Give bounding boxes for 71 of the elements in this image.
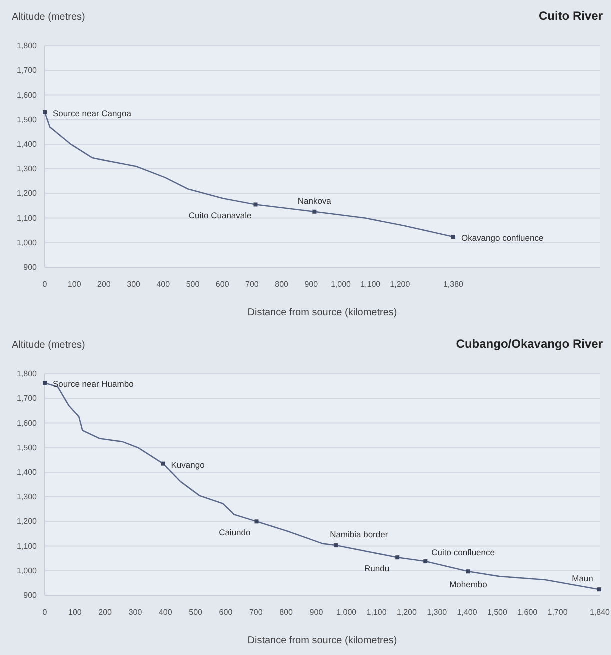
x-tick-label: 300 bbox=[127, 280, 142, 290]
x-tick-label: 200 bbox=[98, 280, 112, 290]
chart-title: Cuito River bbox=[538, 9, 604, 23]
y-tick-label: 1,100 bbox=[16, 541, 38, 550]
annotation: Rundu bbox=[364, 563, 390, 574]
y-axis-title: Altitude (metres) bbox=[12, 12, 86, 23]
annotation: Kuvango bbox=[171, 459, 206, 470]
y-tick-label: 900 bbox=[24, 263, 38, 272]
x-tick-label: 300 bbox=[128, 608, 143, 617]
annotation: Source near Cangoa bbox=[53, 108, 132, 118]
annotation: Okavango confluence bbox=[461, 232, 544, 243]
y-tick-label: 1,500 bbox=[16, 442, 38, 452]
x-tick-label: 200 bbox=[98, 608, 113, 617]
x-tick-label: 1,100 bbox=[360, 280, 382, 290]
x-tick-label: 1,300 bbox=[427, 608, 448, 617]
x-tick-label: 1,840 bbox=[590, 608, 611, 617]
y-tick-label: 1,600 bbox=[16, 418, 38, 428]
x-tick-label: 600 bbox=[216, 280, 230, 290]
x-tick-label: 100 bbox=[68, 280, 82, 290]
y-tick-label: 1,100 bbox=[16, 214, 38, 223]
annotation: Nankova bbox=[298, 196, 332, 206]
annotation: Source near Huambo bbox=[53, 378, 134, 389]
x-tick-label: 700 bbox=[249, 608, 264, 617]
x-tick-label: 600 bbox=[219, 608, 234, 617]
annotation: Namibia border bbox=[330, 529, 388, 540]
annotation: Mohembo bbox=[450, 579, 488, 590]
y-tick-label: 1,800 bbox=[16, 369, 38, 378]
annotation: Cuito confluence bbox=[432, 547, 496, 558]
y-axis-title: Altitude (metres) bbox=[12, 340, 86, 350]
x-axis-title: Distance from source (kilometres) bbox=[248, 308, 398, 318]
x-tick-label: 0 bbox=[42, 280, 48, 290]
x-tick-label: 800 bbox=[275, 280, 290, 290]
annotation: Caiundo bbox=[219, 527, 252, 538]
y-tick-label: 1,800 bbox=[16, 42, 38, 51]
x-tick-label: 1,000 bbox=[330, 280, 352, 290]
y-tick-label: 1,300 bbox=[16, 164, 38, 174]
chart-title: Cubango/Okavango River bbox=[456, 336, 604, 350]
x-tick-label: 500 bbox=[189, 608, 204, 617]
x-tick-label: 900 bbox=[310, 608, 324, 617]
y-tick-label: 1,600 bbox=[16, 90, 38, 100]
x-tick-label: 400 bbox=[158, 608, 173, 617]
y-tick-label: 1,000 bbox=[16, 566, 38, 575]
x-tick-label: 1,100 bbox=[366, 608, 388, 617]
y-tick-label: 1,200 bbox=[16, 189, 38, 198]
y-tick-label: 1,700 bbox=[16, 66, 38, 76]
y-tick-label: 1,700 bbox=[16, 394, 38, 403]
y-tick-label: 1,000 bbox=[16, 238, 38, 248]
x-tick-label: 1,000 bbox=[336, 608, 358, 617]
y-tick-label: 1,400 bbox=[16, 140, 38, 150]
y-tick-label: 1,200 bbox=[16, 516, 38, 526]
y-tick-label: 1,400 bbox=[16, 468, 38, 477]
x-tick-label: 500 bbox=[186, 280, 200, 290]
y-tick-label: 1,300 bbox=[16, 492, 38, 502]
x-tick-label: 1,400 bbox=[457, 608, 478, 617]
x-tick-label: 1,600 bbox=[518, 608, 538, 617]
annotation: Maun bbox=[572, 573, 594, 584]
annotation: Cuito Cuanavale bbox=[188, 210, 252, 221]
x-axis-title: Distance from source (kilometres) bbox=[248, 635, 398, 646]
x-tick-label: 1,200 bbox=[396, 608, 418, 617]
y-tick-label: 1,500 bbox=[16, 115, 38, 124]
x-tick-label: 800 bbox=[280, 608, 294, 617]
x-tick-label: 0 bbox=[42, 608, 48, 617]
x-tick-label: 1,200 bbox=[390, 280, 411, 290]
x-tick-label: 100 bbox=[68, 608, 82, 617]
x-tick-label: 1,500 bbox=[487, 608, 508, 617]
x-tick-label: 700 bbox=[246, 280, 260, 290]
x-tick-label: 1,700 bbox=[548, 608, 568, 617]
x-tick-label: 1,380 bbox=[443, 280, 464, 290]
y-tick-label: 900 bbox=[24, 590, 38, 600]
x-tick-label: 400 bbox=[156, 280, 171, 290]
x-tick-label: 900 bbox=[304, 280, 319, 290]
